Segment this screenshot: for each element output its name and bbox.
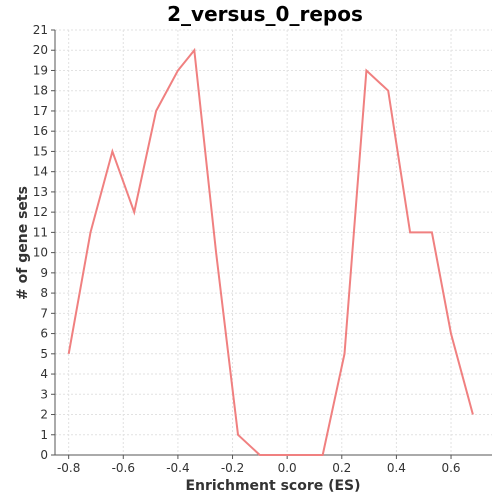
x-tick-label-1: -0.6 (112, 461, 135, 475)
y-tick-label-0: 0 (40, 448, 48, 462)
y-tick-label-5: 5 (40, 347, 48, 361)
x-tick-label-0: -0.8 (57, 461, 80, 475)
data-point-0-0 (68, 353, 70, 355)
data-point-0-4 (155, 110, 157, 112)
data-point-0-15 (387, 90, 389, 92)
data-point-0-19 (472, 414, 474, 416)
y-tick-label-16: 16 (33, 124, 48, 138)
y-tick-label-13: 13 (33, 185, 48, 199)
data-point-0-18 (450, 333, 452, 335)
data-point-0-13 (344, 353, 346, 355)
y-tick-label-9: 9 (40, 266, 48, 280)
y-tick-label-6: 6 (40, 327, 48, 341)
y-tick-label-4: 4 (40, 367, 48, 381)
y-tick-label-14: 14 (33, 165, 48, 179)
data-point-0-7 (215, 252, 217, 254)
y-tick-label-8: 8 (40, 286, 48, 300)
data-point-0-12 (322, 454, 324, 456)
y-tick-label-12: 12 (33, 205, 48, 219)
data-point-0-11 (300, 454, 302, 456)
y-tick-label-18: 18 (33, 84, 48, 98)
x-tick-label-5: 0.2 (332, 461, 351, 475)
y-axis-label: # of gene sets (15, 186, 31, 300)
y-tick-label-20: 20 (33, 43, 48, 57)
data-point-0-6 (193, 49, 195, 51)
x-tick-label-7: 0.6 (441, 461, 460, 475)
y-tick-label-1: 1 (40, 428, 48, 442)
data-point-0-9 (259, 454, 261, 456)
data-point-0-16 (409, 231, 411, 233)
x-tick-label-3: -0.2 (221, 461, 244, 475)
x-tick-label-4: 0.0 (278, 461, 297, 475)
x-axis-label: Enrichment score (ES) (185, 478, 360, 494)
y-tick-label-11: 11 (33, 225, 48, 239)
y-tick-label-3: 3 (40, 387, 48, 401)
data-point-0-14 (365, 69, 367, 71)
y-tick-label-19: 19 (33, 63, 48, 77)
x-tick-label-6: 0.4 (387, 461, 406, 475)
y-tick-label-7: 7 (40, 306, 48, 320)
y-tick-label-2: 2 (40, 408, 48, 422)
grid (55, 29, 492, 456)
y-tick-label-17: 17 (33, 104, 48, 118)
data-point-0-2 (111, 150, 113, 152)
data-point-0-10 (281, 454, 283, 456)
x-tick-label-2: -0.4 (166, 461, 189, 475)
data-point-0-8 (237, 434, 239, 436)
data-point-0-17 (431, 231, 433, 233)
data-point-0-5 (177, 69, 179, 71)
chart-title: 2_versus_0_repos (167, 2, 363, 26)
y-tick-label-15: 15 (33, 144, 48, 158)
data-point-0-1 (90, 231, 92, 233)
y-tick-label-10: 10 (33, 246, 48, 260)
data-point-0-3 (133, 211, 135, 213)
series-layer (67, 47, 474, 456)
y-tick-label-21: 21 (33, 23, 48, 37)
series-line-0 (67, 47, 474, 456)
